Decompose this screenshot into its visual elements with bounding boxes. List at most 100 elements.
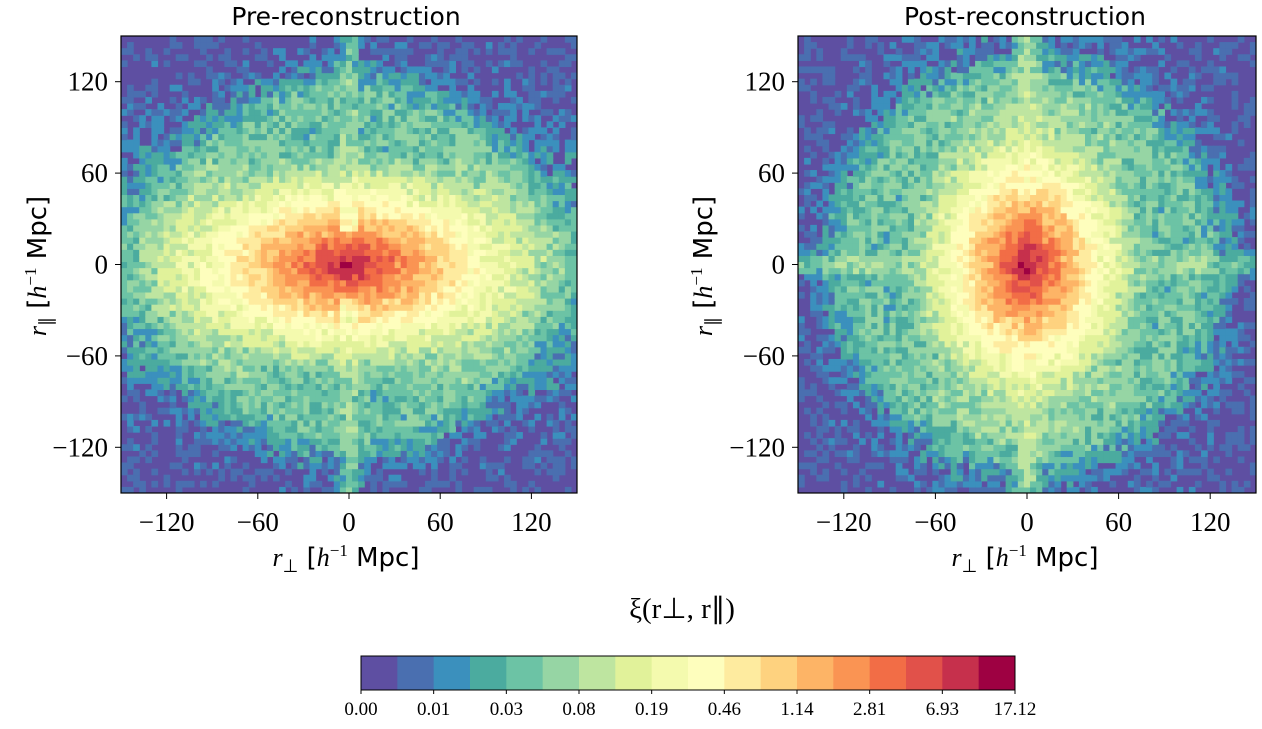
heatmap-cell — [212, 377, 219, 384]
heatmap-cell — [528, 84, 536, 92]
heatmap-cell — [352, 273, 359, 281]
heatmap-cell — [382, 365, 390, 372]
heatmap-cell — [230, 133, 238, 141]
heatmap-cell — [425, 285, 432, 293]
heatmap-cell — [570, 462, 577, 470]
heatmap-cell — [345, 310, 353, 317]
heatmap-cell — [510, 188, 517, 196]
heatmap-cell — [291, 90, 298, 98]
heatmap-cell — [352, 383, 359, 391]
heatmap-cell — [516, 304, 523, 311]
heatmap-cell — [564, 365, 572, 372]
heatmap-cell — [425, 425, 432, 433]
heatmap-cell — [206, 291, 213, 299]
heatmap-cell — [382, 273, 390, 281]
heatmap-cell — [260, 115, 268, 122]
heatmap-cell — [528, 255, 536, 263]
heatmap-cell — [345, 243, 353, 250]
heatmap-cell — [212, 78, 219, 86]
heatmap-cell — [528, 157, 536, 165]
heatmap-cell — [467, 139, 475, 147]
heatmap-cell — [297, 66, 304, 74]
heatmap-cell — [425, 413, 432, 421]
heatmap-cell — [504, 279, 511, 287]
heatmap-cell — [497, 48, 505, 55]
heatmap-cell — [479, 230, 487, 238]
heatmap-cell — [816, 54, 824, 61]
heatmap-cell — [333, 182, 341, 189]
heatmap-cell — [570, 151, 577, 159]
heatmap-cell — [242, 145, 250, 153]
heatmap-cell — [285, 432, 292, 439]
heatmap-cell — [552, 273, 560, 281]
heatmap-cell — [121, 121, 128, 128]
heatmap-cell — [370, 486, 377, 493]
heatmap-cell — [485, 261, 493, 269]
heatmap-cell — [157, 298, 165, 305]
heatmap-cell — [455, 224, 463, 232]
heatmap-cell — [187, 377, 195, 384]
heatmap-cell — [200, 316, 207, 323]
heatmap-cell — [370, 212, 377, 220]
heatmap-cell — [816, 261, 824, 269]
heatmap-cell — [798, 243, 805, 250]
heatmap-cell — [449, 401, 456, 409]
heatmap-cell — [236, 352, 244, 360]
heatmap-cell — [303, 352, 311, 360]
heatmap-cell — [260, 377, 268, 384]
heatmap-cell — [273, 170, 280, 177]
heatmap-cell — [212, 407, 219, 415]
heatmap-cell — [461, 395, 469, 403]
heatmap-cell — [248, 121, 256, 128]
heatmap-cell — [437, 395, 444, 403]
heatmap-cell — [279, 371, 286, 378]
heatmap-cell — [151, 60, 159, 68]
heatmap-cell — [345, 139, 353, 147]
heatmap-cell — [425, 230, 432, 238]
heatmap-cell — [345, 194, 353, 202]
heatmap-cell — [382, 425, 390, 433]
heatmap-cell — [327, 407, 335, 415]
heatmap-cell — [364, 438, 371, 445]
heatmap-cell — [540, 340, 548, 348]
heatmap-cell — [388, 145, 396, 153]
heatmap-cell — [546, 66, 554, 74]
heatmap-cell — [260, 474, 268, 482]
heatmap-cell — [181, 176, 189, 183]
heatmap-cell — [449, 78, 456, 86]
heatmap-cell — [260, 346, 268, 354]
heatmap-cell — [461, 249, 469, 256]
heatmap-cell — [473, 109, 481, 116]
heatmap-cell — [522, 316, 529, 323]
heatmap-cell — [339, 200, 347, 208]
heatmap-cell — [828, 218, 836, 226]
heatmap-cell — [236, 377, 244, 384]
heatmap-cell — [218, 78, 225, 86]
heatmap-cell — [810, 182, 817, 189]
heatmap-cell — [570, 273, 577, 281]
heatmap-cell — [303, 127, 311, 135]
heatmap-cell — [303, 383, 311, 391]
heatmap-cell — [828, 127, 836, 135]
heatmap-cell — [169, 279, 177, 287]
heatmap-cell — [382, 444, 390, 451]
heatmap-cell — [266, 468, 274, 476]
heatmap-cell — [364, 60, 371, 68]
heatmap-cell — [491, 273, 499, 281]
heatmap-cell — [364, 389, 371, 397]
heatmap-cell — [327, 170, 335, 177]
heatmap-cell — [449, 383, 456, 391]
heatmap-cell — [273, 395, 280, 403]
heatmap-cell — [467, 273, 475, 281]
heatmap-cell — [394, 163, 402, 171]
heatmap-cell — [431, 389, 438, 397]
heatmap-cell — [382, 163, 390, 171]
heatmap-cell — [479, 267, 487, 275]
heatmap-cell — [798, 261, 805, 269]
heatmap-cell — [358, 450, 365, 458]
heatmap-cell — [254, 115, 262, 122]
heatmap-cell — [291, 334, 298, 342]
heatmap-cell — [157, 212, 165, 220]
heatmap-cell — [273, 96, 280, 104]
heatmap-cell — [485, 133, 493, 141]
